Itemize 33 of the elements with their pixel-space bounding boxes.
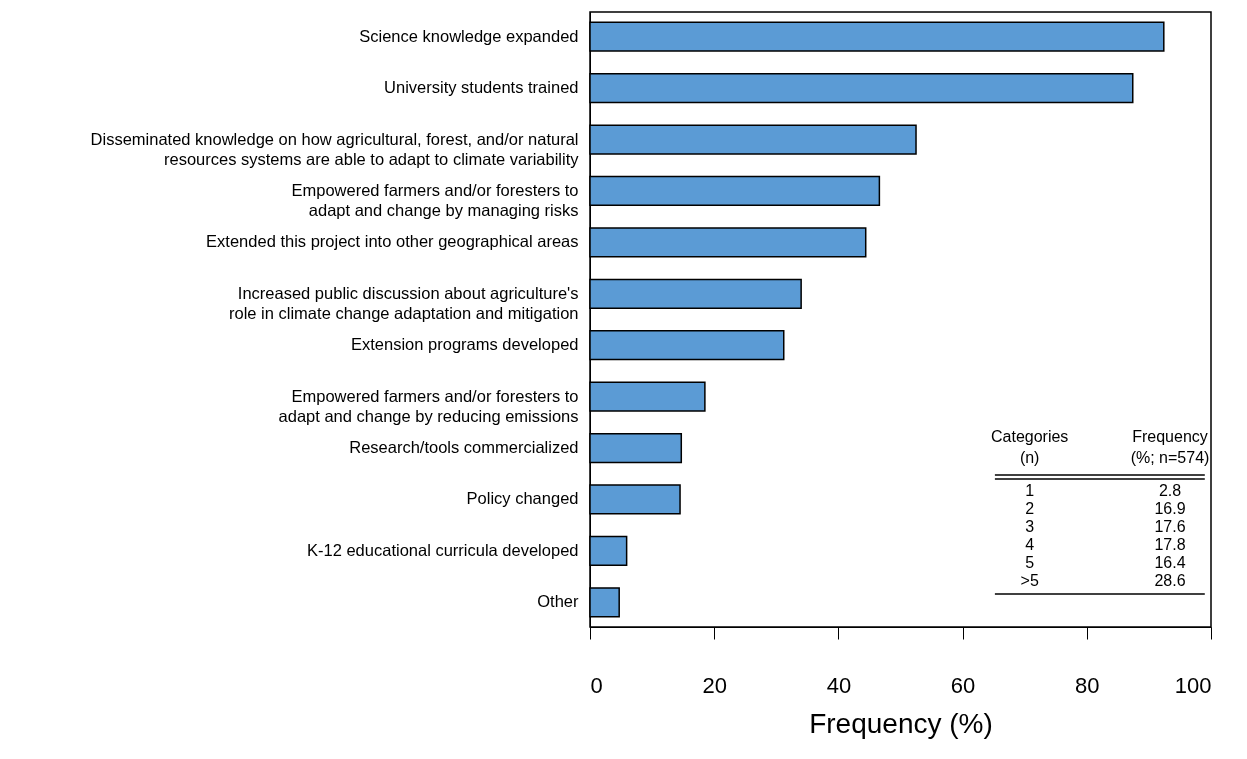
x-axis-title: Frequency (%): [809, 707, 993, 739]
annotation: 1: [1025, 482, 1035, 499]
x-tick-label: 80: [1075, 672, 1100, 698]
x-tick-label: 40: [826, 672, 852, 698]
annotation: >5: [1020, 572, 1039, 589]
y-tick-label: Extended this project into other geographical areas: [206, 232, 579, 251]
annotation: 3: [1025, 518, 1035, 535]
annotation: 5: [1025, 554, 1035, 571]
annotation: 28.6: [1154, 572, 1186, 589]
y-tick-label: Increased public discussion about agriculture's role in climate change adaptation and mitigation: [229, 283, 579, 322]
annotation: 16.9: [1154, 500, 1186, 517]
y-tick-label: Empowered farmers and/or foresters to adapt and change by reducing emissions: [278, 386, 579, 425]
x-tick-label: 100: [1174, 672, 1212, 698]
y-tick-label: Other: [537, 592, 579, 611]
annotation: Frequency (%; n=574): [1130, 428, 1210, 466]
annotation: 17.8: [1154, 536, 1186, 553]
y-tick-label: University students trained: [384, 78, 579, 97]
y-tick-label: K-12 educational curricula developed: [306, 540, 579, 559]
x-tick-label: 0: [590, 672, 603, 698]
annotation: 4: [1025, 536, 1035, 553]
annotation: 17.6: [1154, 518, 1186, 535]
annotation: Categories (n): [990, 428, 1069, 466]
y-tick-label: Empowered farmers and/or foresters to adapt and change by managing risks: [291, 180, 579, 219]
y-tick-label: Disseminated knowledge on how agricultural, forest, and/or natural resources systems are able to adapt to climate variability: [90, 129, 580, 168]
annotation: 16.4: [1154, 554, 1186, 571]
y-tick-label: Extension programs developed: [351, 335, 579, 354]
y-tick-label: Science knowledge expanded: [359, 26, 579, 45]
x-tick-label: 60: [950, 672, 976, 698]
y-tick-label: Policy changed: [466, 489, 579, 508]
y-tick-label: Research/tools commercialized: [349, 438, 579, 457]
annotation: 2.8: [1158, 482, 1182, 499]
annotation: 2: [1025, 500, 1035, 517]
x-tick-label: 20: [702, 672, 727, 698]
